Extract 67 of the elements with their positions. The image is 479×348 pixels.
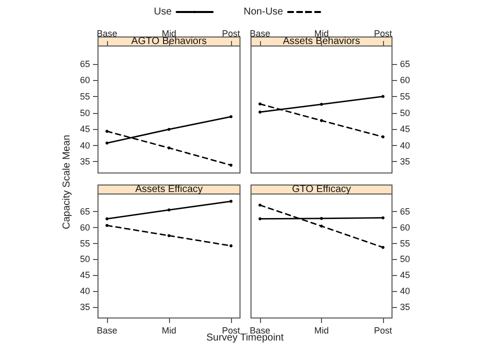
point <box>168 208 170 212</box>
legend-label: Non-Use <box>244 6 284 18</box>
point <box>320 119 323 122</box>
x-tick-label: Post <box>222 326 240 336</box>
chart-title: GTO Efficacy <box>292 184 352 195</box>
x-axis-title: Survey Timepoint <box>206 332 284 344</box>
x-tick-label: Base <box>250 28 270 38</box>
point <box>382 216 384 220</box>
y-tick-label: 60 <box>80 75 90 86</box>
x-tick-label: Base <box>250 326 270 336</box>
y-tick-label: 45 <box>80 124 90 134</box>
y-tick-label: 35 <box>80 156 90 167</box>
point <box>106 217 108 220</box>
x-tick-label: Mid <box>314 28 329 38</box>
point <box>320 224 323 228</box>
point <box>168 146 170 150</box>
y-tick-label: 50 <box>80 254 90 264</box>
point <box>168 234 170 238</box>
x-tick-label: Base <box>96 326 118 336</box>
y-tick-label: 50 <box>80 108 90 118</box>
y-tick-label: 55 <box>400 238 410 248</box>
y-tick-label: 55 <box>80 91 90 102</box>
y-tick-label: 35 <box>400 302 410 312</box>
point <box>320 102 323 106</box>
point <box>230 115 232 118</box>
y-tick-label: 65 <box>80 206 90 216</box>
y-tick-label: 40 <box>80 286 90 296</box>
chart-title: Assets Efficacy <box>135 184 203 195</box>
y-tick-label: 65 <box>400 206 410 216</box>
point <box>258 217 262 220</box>
y-tick-label: 55 <box>400 91 410 102</box>
x-tick-label: Mid <box>162 326 176 336</box>
x-tick-label: Mid <box>314 326 329 336</box>
point <box>230 164 232 167</box>
point <box>106 130 108 133</box>
y-tick-label: 65 <box>400 58 410 69</box>
point <box>258 204 262 207</box>
point <box>230 244 232 248</box>
x-tick-label: Mid <box>162 28 176 38</box>
y-tick-label: 45 <box>400 124 410 134</box>
x-tick-label: Post <box>374 28 392 38</box>
chart-title: Assets Behaviors <box>282 36 360 47</box>
y-tick-label: 40 <box>80 140 90 150</box>
y-tick-label: 60 <box>80 222 90 232</box>
point <box>382 135 384 138</box>
chart-title: AGTO Behaviors <box>131 36 207 47</box>
y-axis-title: Capacity Scale Mean <box>62 134 72 230</box>
x-tick-label: Post <box>222 28 240 38</box>
x-tick-label: Post <box>374 326 392 336</box>
y-tick-label: 60 <box>400 75 410 86</box>
legend-label: Use <box>154 6 172 18</box>
y-tick-label: 50 <box>400 108 410 118</box>
y-tick-label: 40 <box>400 140 410 150</box>
y-tick-label: 50 <box>400 254 410 264</box>
y-tick-label: 55 <box>80 238 90 248</box>
x-tick-label: Base <box>96 28 118 38</box>
y-tick-label: 65 <box>80 58 90 69</box>
y-tick-label: 35 <box>400 156 410 167</box>
y-tick-label: 60 <box>400 222 410 232</box>
point <box>168 128 170 131</box>
point <box>230 200 232 203</box>
point <box>382 246 384 249</box>
point <box>258 110 262 114</box>
y-tick-label: 35 <box>80 302 90 312</box>
y-tick-label: 40 <box>400 286 410 296</box>
y-tick-label: 45 <box>400 270 410 280</box>
y-tick-label: 45 <box>80 270 90 280</box>
